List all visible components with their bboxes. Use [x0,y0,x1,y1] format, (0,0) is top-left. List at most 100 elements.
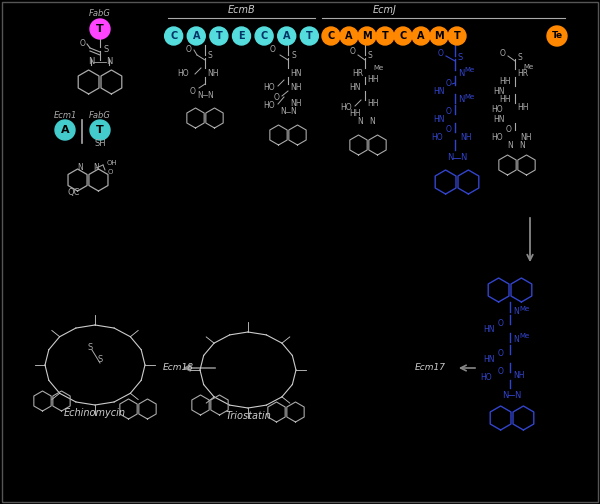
Text: HN: HN [433,87,445,95]
Text: SH: SH [94,140,106,149]
Text: S: S [457,52,462,61]
Text: N: N [93,162,99,171]
Text: C: C [400,31,407,41]
Text: M: M [362,31,372,41]
Text: NH: NH [460,134,472,143]
Text: NH: NH [290,84,302,93]
Text: Me: Me [519,306,529,312]
Text: N: N [502,391,508,400]
Text: O: O [350,47,356,56]
Text: HN: HN [493,115,505,124]
Text: FabG: FabG [89,9,111,18]
Text: Ecm1: Ecm1 [53,110,77,119]
Text: O: O [108,169,113,175]
Text: N: N [207,91,213,99]
Text: Ecm18: Ecm18 [163,363,193,372]
Circle shape [255,27,273,45]
Text: HH: HH [349,108,361,117]
Circle shape [164,27,182,45]
Text: O: O [497,366,503,375]
Text: N: N [369,117,375,127]
Text: Echinomycin: Echinomycin [64,408,126,418]
Text: C: C [260,31,268,41]
Text: HR: HR [517,70,528,79]
Text: HN: HN [484,355,495,364]
Text: HO: HO [481,373,492,383]
Text: N: N [197,91,203,99]
Text: S: S [88,343,92,351]
Text: HO: HO [340,103,352,112]
Text: A: A [345,31,353,41]
Text: Ecm17: Ecm17 [415,363,445,372]
Text: NH: NH [290,98,302,107]
Text: NH: NH [520,133,532,142]
Text: E: E [238,31,245,41]
Text: N: N [290,107,296,116]
Text: HH: HH [499,95,511,104]
Circle shape [55,120,75,140]
Text: N: N [507,141,513,150]
Text: HO: HO [431,134,443,143]
Text: O: O [437,48,443,57]
Text: S: S [97,355,103,364]
Text: HN: HN [290,70,302,79]
Circle shape [430,27,448,45]
Text: O: O [500,48,506,57]
Text: N: N [77,162,83,171]
Circle shape [187,27,205,45]
Circle shape [376,27,394,45]
Circle shape [90,120,110,140]
Circle shape [301,27,319,45]
Text: N: N [514,391,520,400]
Text: O: O [190,87,196,95]
Text: N: N [447,154,453,162]
Text: Me: Me [519,333,529,339]
Text: HH: HH [367,99,379,108]
Text: N: N [357,117,363,127]
Circle shape [340,27,358,45]
Text: T: T [215,31,222,41]
Circle shape [358,27,376,45]
Text: N: N [106,57,112,67]
Text: T: T [96,24,104,34]
Text: Te: Te [551,31,563,40]
Text: NH: NH [513,371,524,381]
Text: S: S [367,51,372,60]
Text: S: S [208,51,213,60]
Text: C: C [328,31,335,41]
Text: S: S [517,52,522,61]
Text: N: N [513,335,519,344]
Text: HH: HH [517,103,529,112]
Text: HR: HR [352,69,363,78]
Text: HO: HO [178,70,189,79]
Text: N: N [88,57,94,67]
Text: O: O [445,107,451,116]
Circle shape [448,27,466,45]
Text: HO: HO [491,133,503,142]
Text: N: N [519,141,525,150]
Text: EcmB: EcmB [227,5,256,15]
Text: A: A [61,125,70,135]
Text: Triostatin: Triostatin [225,411,271,421]
Text: HO: HO [263,100,275,109]
Circle shape [322,27,340,45]
Text: QC: QC [68,188,80,198]
Circle shape [278,27,296,45]
Text: HN: HN [484,326,495,335]
Text: N: N [280,107,286,116]
Text: O: O [505,125,511,135]
Text: O: O [445,80,451,89]
Text: O: O [273,94,279,102]
Text: Me: Me [464,94,474,100]
Text: N: N [458,95,464,104]
Circle shape [412,27,430,45]
Text: A: A [283,31,290,41]
Text: T: T [306,31,313,41]
Text: N: N [460,154,466,162]
Text: O: O [79,38,85,47]
Text: N: N [513,307,519,317]
Text: HH: HH [499,78,511,87]
Text: OH: OH [107,160,118,166]
Text: HN: HN [493,87,505,95]
Text: HN: HN [433,115,445,124]
